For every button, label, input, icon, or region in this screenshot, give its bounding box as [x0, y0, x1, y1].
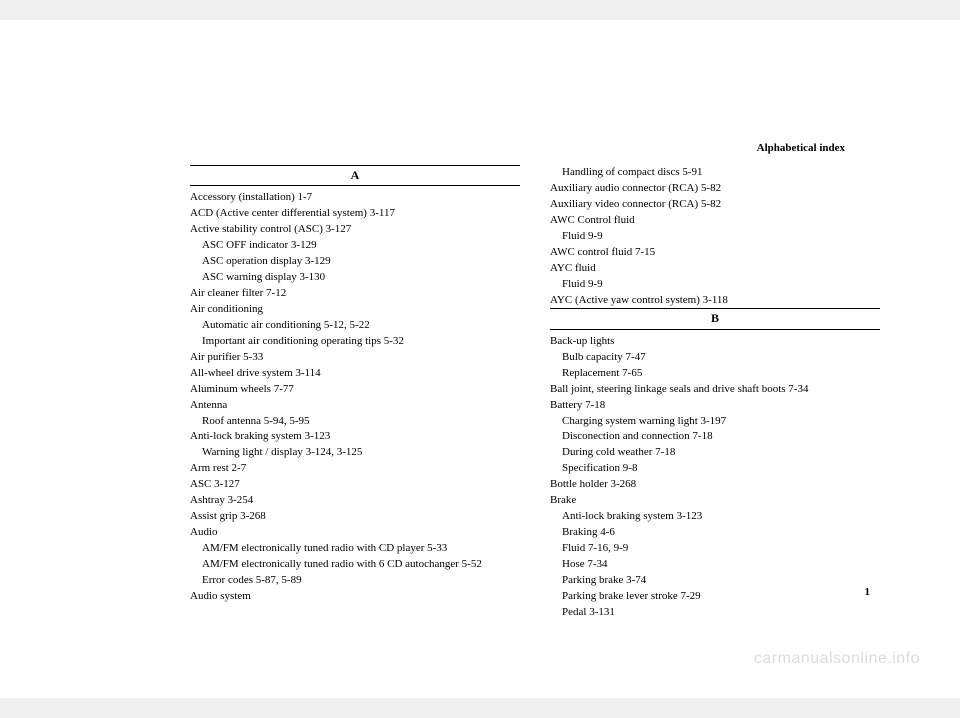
- index-columns: A Accessory (installation) 1-7ACD (Activ…: [190, 165, 880, 621]
- index-line: Brake: [550, 493, 880, 509]
- page-number: 1: [865, 586, 871, 598]
- index-line: Automatic air conditioning 5-12, 5-22: [190, 318, 520, 334]
- index-line: AWC Control fluid: [550, 213, 880, 229]
- right-entries: Back-up lightsBulb capacity 7-47Replacem…: [550, 334, 880, 621]
- index-line: AYC fluid: [550, 261, 880, 277]
- index-line: Handling of compact discs 5-91: [550, 165, 880, 181]
- index-line: Accessory (installation) 1-7: [190, 190, 520, 206]
- index-line: Assist grip 3-268: [190, 509, 520, 525]
- index-line: AM/FM electronically tuned radio with 6 …: [190, 557, 520, 573]
- index-line: During cold weather 7-18: [550, 445, 880, 461]
- index-line: ASC warning display 3-130: [190, 270, 520, 286]
- index-line: Fluid 9-9: [550, 229, 880, 245]
- index-line: Replacement 7-65: [550, 366, 880, 382]
- index-line: Ball joint, steering linkage seals and d…: [550, 382, 880, 398]
- index-line: All-wheel drive system 3-114: [190, 366, 520, 382]
- index-line: Auxiliary audio connector (RCA) 5-82: [550, 181, 880, 197]
- index-line: Hose 7-34: [550, 557, 880, 573]
- index-line: Air purifier 5-33: [190, 350, 520, 366]
- index-line: Fluid 9-9: [550, 277, 880, 293]
- index-line: AWC control fluid 7-15: [550, 245, 880, 261]
- left-column: A Accessory (installation) 1-7ACD (Activ…: [190, 165, 520, 621]
- index-line: AM/FM electronically tuned radio with CD…: [190, 541, 520, 557]
- index-line: Charging system warning light 3-197: [550, 414, 880, 430]
- index-line: Antenna: [190, 398, 520, 414]
- index-line: Specification 9-8: [550, 461, 880, 477]
- index-line: Audio: [190, 525, 520, 541]
- index-line: Warning light / display 3-124, 3-125: [190, 445, 520, 461]
- index-line: Pedal 3-131: [550, 605, 880, 621]
- index-line: Battery 7-18: [550, 398, 880, 414]
- section-letter-b: B: [550, 308, 880, 329]
- index-line: Arm rest 2-7: [190, 461, 520, 477]
- index-line: Bulb capacity 7-47: [550, 350, 880, 366]
- index-line: AYC (Active yaw control system) 3-118: [550, 293, 880, 309]
- index-line: Audio system: [190, 589, 520, 605]
- index-line: Fluid 7-16, 9-9: [550, 541, 880, 557]
- index-line: Air cleaner filter 7-12: [190, 286, 520, 302]
- index-line: ASC operation display 3-129: [190, 254, 520, 270]
- index-line: Anti-lock braking system 3-123: [190, 429, 520, 445]
- index-line: ASC OFF indicator 3-129: [190, 238, 520, 254]
- index-line: Aluminum wheels 7-77: [190, 382, 520, 398]
- index-line: Braking 4-6: [550, 525, 880, 541]
- index-line: Important air conditioning operating tip…: [190, 334, 520, 350]
- index-line: Active stability control (ASC) 3-127: [190, 222, 520, 238]
- document-page: Alphabetical index A Accessory (installa…: [0, 20, 960, 698]
- index-line: Auxiliary video connector (RCA) 5-82: [550, 197, 880, 213]
- left-entries: Accessory (installation) 1-7ACD (Active …: [190, 190, 520, 604]
- index-line: Bottle holder 3-268: [550, 477, 880, 493]
- index-line: Roof antenna 5-94, 5-95: [190, 414, 520, 430]
- index-line: Disconection and connection 7-18: [550, 429, 880, 445]
- watermark-text: carmanualsonline.info: [754, 650, 920, 668]
- index-line: Air conditioning: [190, 302, 520, 318]
- page-header: Alphabetical index: [757, 142, 845, 154]
- index-line: Ashtray 3-254: [190, 493, 520, 509]
- index-line: Back-up lights: [550, 334, 880, 350]
- index-line: ASC 3-127: [190, 477, 520, 493]
- right-pre-entries: Handling of compact discs 5-91Auxiliary …: [550, 165, 880, 308]
- index-line: Anti-lock braking system 3-123: [550, 509, 880, 525]
- index-line: ACD (Active center differential system) …: [190, 206, 520, 222]
- index-line: Parking brake 3-74: [550, 573, 880, 589]
- section-letter-a: A: [190, 165, 520, 186]
- index-line: Parking brake lever stroke 7-29: [550, 589, 880, 605]
- right-column: Handling of compact discs 5-91Auxiliary …: [550, 165, 880, 621]
- index-line: Error codes 5-87, 5-89: [190, 573, 520, 589]
